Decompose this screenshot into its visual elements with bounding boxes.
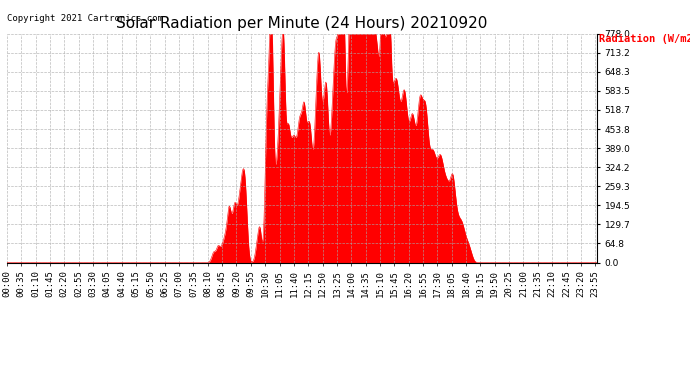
Text: Radiation (W/m2): Radiation (W/m2) [599,34,690,44]
Text: Copyright 2021 Cartronics.com: Copyright 2021 Cartronics.com [7,15,163,24]
Title: Solar Radiation per Minute (24 Hours) 20210920: Solar Radiation per Minute (24 Hours) 20… [116,16,488,31]
